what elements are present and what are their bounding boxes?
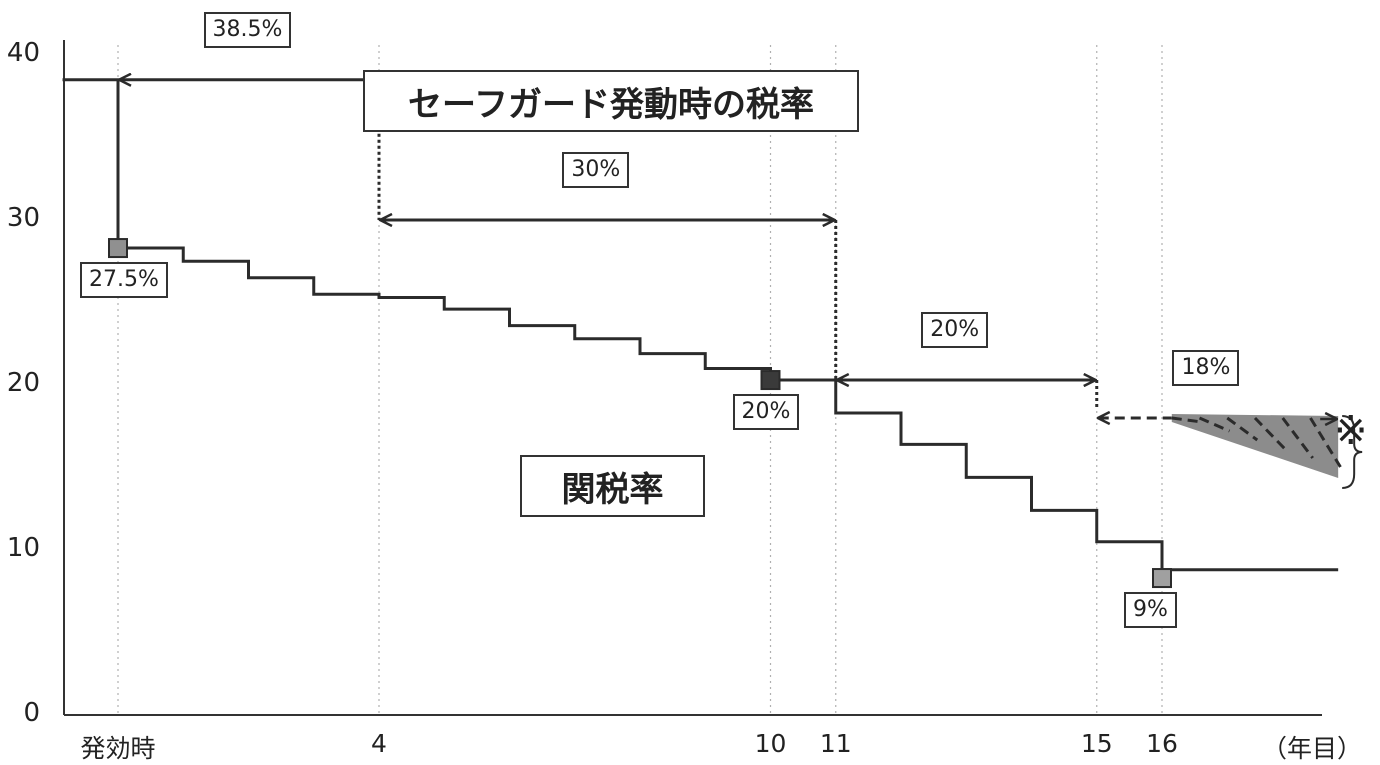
- x-tick-label: 11: [819, 729, 852, 758]
- safeguard-taper-dash: [1171, 416, 1202, 424]
- safeguard-rate-label: 18%: [1172, 350, 1240, 386]
- safeguard-taper-dash: [1309, 417, 1342, 468]
- x-tick-label: 4: [371, 729, 387, 758]
- safeguard-taper-dash: [1253, 416, 1287, 451]
- y-tick-label: 30: [6, 203, 40, 233]
- x-axis-unit-label: （年目）: [1262, 734, 1363, 763]
- marker-value-label: 27.5%: [80, 262, 168, 299]
- safeguard-rate-label: 38.5%: [203, 11, 292, 48]
- value-marker: [760, 370, 781, 391]
- safeguard-taper-dash: [1281, 417, 1314, 459]
- x-tick-label: 10: [754, 729, 787, 758]
- safeguard-rate-label: 30%: [562, 152, 630, 188]
- x-tick-label: 16: [1146, 729, 1178, 758]
- tariff-rate-step-line: [62, 78, 1339, 572]
- marker-value-label: 9%: [1124, 592, 1177, 629]
- y-tick-label: 40: [6, 38, 40, 68]
- safeguard-taper-wedge: [1171, 414, 1339, 478]
- safeguard-rate-label: 20%: [921, 312, 989, 349]
- y-tick-label: 20: [6, 368, 40, 398]
- y-tick-label: 10: [6, 533, 40, 563]
- safeguard-title-box: セーフガード発動時の税率: [363, 70, 859, 132]
- safeguard-taper-dash: [1226, 416, 1259, 442]
- safeguard-taper-dash: [1198, 416, 1231, 433]
- x-tick-label: 発効時: [80, 734, 156, 763]
- marker-value-label: 20%: [732, 394, 800, 431]
- note-mark: ※: [1334, 408, 1368, 454]
- x-tick-label: 15: [1080, 729, 1113, 758]
- tariff-rate-label-box: 関税率: [520, 455, 705, 517]
- y-tick-label: 0: [23, 698, 40, 728]
- value-marker: [108, 238, 128, 259]
- value-marker: [1152, 568, 1172, 589]
